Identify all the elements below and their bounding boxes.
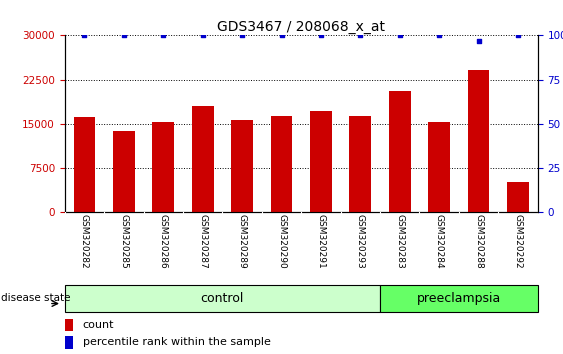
Text: GSM320292: GSM320292 <box>513 215 522 269</box>
Point <box>513 33 522 38</box>
Text: GSM320291: GSM320291 <box>316 215 325 269</box>
Point <box>80 33 89 38</box>
Text: GSM320283: GSM320283 <box>395 215 404 269</box>
Bar <box>468 70 489 212</box>
Bar <box>380 285 538 312</box>
Text: GSM320282: GSM320282 <box>80 215 89 269</box>
Text: GSM320286: GSM320286 <box>159 215 168 269</box>
Bar <box>271 116 292 212</box>
Bar <box>65 285 380 312</box>
Text: count: count <box>83 320 114 330</box>
Bar <box>507 182 529 212</box>
Text: GSM320289: GSM320289 <box>238 215 247 269</box>
Bar <box>389 91 410 212</box>
Point <box>395 33 404 38</box>
Point <box>238 33 247 38</box>
Point <box>159 33 168 38</box>
Text: percentile rank within the sample: percentile rank within the sample <box>83 337 271 347</box>
Bar <box>74 117 95 212</box>
Point <box>277 33 286 38</box>
Bar <box>428 122 450 212</box>
Text: GSM320287: GSM320287 <box>198 215 207 269</box>
Text: GSM320285: GSM320285 <box>119 215 128 269</box>
Text: GSM320288: GSM320288 <box>474 215 483 269</box>
Bar <box>65 319 73 331</box>
Point <box>198 33 207 38</box>
Point <box>435 33 444 38</box>
Bar <box>350 116 371 212</box>
Point <box>474 38 483 44</box>
Text: preeclampsia: preeclampsia <box>417 292 501 305</box>
Title: GDS3467 / 208068_x_at: GDS3467 / 208068_x_at <box>217 21 385 34</box>
Bar <box>231 120 253 212</box>
Point <box>316 33 325 38</box>
Text: control: control <box>200 292 244 305</box>
Text: GSM320290: GSM320290 <box>277 215 286 269</box>
Bar <box>153 122 174 212</box>
Bar <box>310 111 332 212</box>
Text: GSM320293: GSM320293 <box>356 215 365 269</box>
Bar <box>192 106 213 212</box>
Text: GSM320284: GSM320284 <box>435 215 444 269</box>
Point <box>356 33 365 38</box>
Text: disease state: disease state <box>1 293 70 303</box>
Bar <box>113 131 135 212</box>
Point <box>119 33 128 38</box>
Bar <box>65 336 73 349</box>
